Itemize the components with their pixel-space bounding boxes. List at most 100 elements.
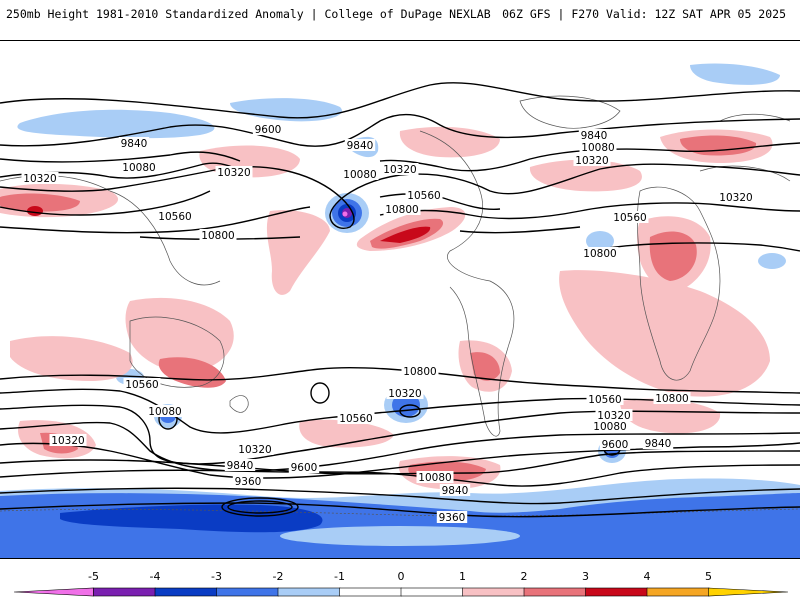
contour-label-bg [381,163,419,175]
contour-label: 10560 [588,394,621,406]
colorbar-segment [462,587,525,597]
colorbar-segment [708,587,789,597]
colorbar-tick-label: -3 [211,570,222,583]
contour-label-bg [146,405,184,417]
contour-label-bg [49,434,87,446]
colorbar-tick-label: 3 [582,570,589,583]
contour-label: 10080 [581,142,614,154]
contour-label-bg [120,161,158,173]
colorbar: -5 -4 -3 -2 -1 0 1 2 3 4 5 [0,560,800,600]
contour-label: 10800 [385,204,418,216]
contour-label: 9600 [602,439,629,451]
contour-label-bg [717,191,755,203]
contour-label-bg [383,203,421,215]
contour-label: 9840 [121,138,148,150]
contour-label: 10320 [383,164,416,176]
contour-label-bg [653,392,691,404]
colorbar-segment [523,587,587,597]
colorbar-tick-label: -1 [334,570,345,583]
contour-label-bg [118,137,150,149]
contour-label: 10320 [217,167,250,179]
colorbar-tick-label: -5 [88,570,99,583]
colorbar-segment [277,587,341,597]
contour-label-bg [439,484,471,496]
contour-label: 9840 [347,140,374,152]
anomaly-map: 9600984098401008010320105601080010080103… [0,63,800,558]
colorbar-tick-label: 2 [521,570,528,583]
colorbar-segments [13,587,789,597]
contour-label: 10560 [407,190,440,202]
colorbar-ticks: -5 -4 -3 -2 -1 0 1 2 3 4 5 [88,570,712,583]
contour-label: 10320 [575,155,608,167]
map-title: 250mb Height 1981-2010 Standardized Anom… [6,7,491,21]
contour-label-bg [215,166,253,178]
header-bar: 250mb Height 1981-2010 Standardized Anom… [0,0,800,40]
contour-label-bg [581,247,619,259]
colorbar-segment [13,587,94,597]
contour-label: 10560 [158,211,191,223]
contour-label-bg [578,129,610,141]
contour-label: 9840 [645,438,672,450]
coastlines [0,95,800,517]
colorbar-tick-label: 0 [398,570,405,583]
contour-label-bg [288,461,320,473]
model-run-label: 06Z GFS | F270 Valid: 12Z SAT APR 05 202… [502,7,786,21]
contour-label-bg [401,365,439,377]
contour-label-bg [642,437,674,449]
contour-label: 10080 [343,169,376,181]
contour-label-bg [156,210,194,222]
colorbar-tick-label: -2 [273,570,284,583]
contour-label-bg [436,511,468,523]
contour-label: 10800 [403,366,436,378]
contour-label-bg [591,420,629,432]
contour-label-bg [599,438,631,450]
contour-label-bg [405,189,443,201]
contour-label-bg [344,139,376,151]
contour-label-bg [579,141,617,153]
contour-label-bg [611,211,649,223]
colorbar-segment [585,587,648,597]
contour-label: 9600 [291,462,318,474]
contour-label-bg [252,123,284,135]
map-panel: 9600984098401008010320105601080010080103… [0,40,800,559]
contour-label-bg [416,471,454,483]
contour-label: 10320 [597,410,630,422]
colorbar-tick-label: -4 [150,570,161,583]
contour-label: 9360 [235,476,262,488]
contour-label-bg [123,378,161,390]
colorbar-svg: -5 -4 -3 -2 -1 0 1 2 3 4 5 [13,570,789,597]
contour-label: 10800 [201,230,234,242]
contour-label-bg [586,393,624,405]
contour-label: 10560 [125,379,158,391]
contour-label-bg [341,168,379,180]
contour-label: 10080 [418,472,451,484]
colorbar-segment [154,587,218,597]
contour-label: 9360 [439,512,466,524]
contour-label: 9840 [442,485,469,497]
contour-label: 10320 [388,388,421,400]
contour-label-bg [595,409,633,421]
contour-label: 10320 [238,444,271,456]
colorbar-segment [646,587,710,597]
contour-label-bg [232,475,264,487]
contour-label-bg [199,229,237,241]
contour-label-bg [573,154,611,166]
contour-label: 9600 [255,124,282,136]
contour-label: 10080 [593,421,626,433]
colorbar-segment [216,587,279,597]
contour-label: 9840 [581,130,608,142]
colorbar-tick-label: 4 [644,570,651,583]
contour-label: 10320 [719,192,752,204]
contour-label: 10320 [51,435,84,447]
colorbar-segment [400,587,464,597]
colorbar-tick-label: 1 [459,570,466,583]
contour-label: 10560 [339,413,372,425]
contour-label-bg [21,172,59,184]
contour-label: 10080 [122,162,155,174]
colorbar-segment [339,587,402,597]
contour-label: 10080 [148,406,181,418]
colorbar-tick-label: 5 [705,570,712,583]
contour-labels: 9600984098401008010320105601080010080103… [21,123,755,524]
contour-label-bg [236,443,274,455]
contour-label: 10320 [23,173,56,185]
